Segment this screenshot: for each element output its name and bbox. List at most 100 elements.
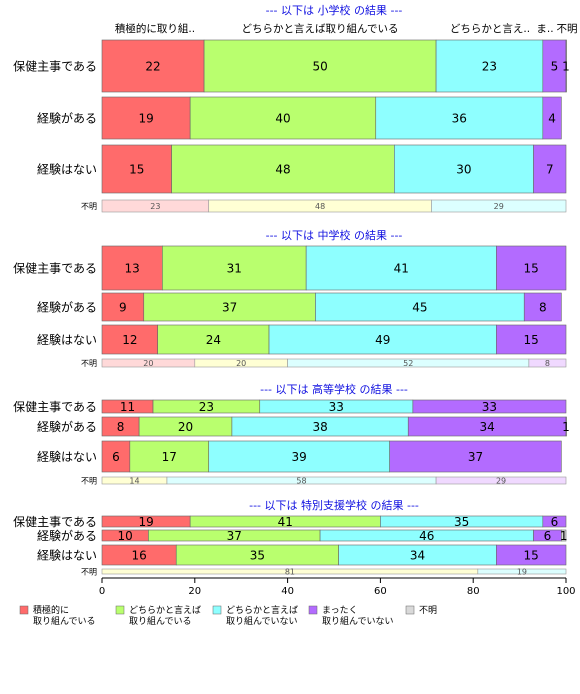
data-label: 37	[468, 450, 483, 464]
legend-item: どちらかと言えば取り組んでいる	[115, 604, 201, 627]
x-tick-label: 80	[467, 586, 480, 597]
bar-segment	[496, 544, 567, 566]
legend-label: 不明	[419, 605, 437, 616]
bar-segment	[565, 39, 567, 93]
legend-swatch	[19, 605, 29, 615]
data-label: 23	[150, 202, 160, 211]
legend-label: 取り組んでいる	[129, 615, 192, 627]
row-label: 不明	[81, 359, 97, 368]
data-label: 29	[494, 202, 504, 211]
data-label: 8	[545, 359, 550, 368]
data-label: 1	[562, 420, 570, 434]
bar-segment	[101, 440, 131, 473]
data-label: 31	[227, 262, 242, 276]
legend-swatch	[308, 605, 318, 615]
data-label: 46	[419, 529, 434, 543]
x-tick-label: 40	[281, 586, 294, 597]
bar-segment	[162, 245, 307, 291]
data-label: 13	[125, 262, 140, 276]
data-label: 22	[145, 60, 160, 74]
data-label: 34	[479, 420, 494, 434]
data-label: 20	[236, 359, 246, 368]
x-tick-label: 100	[556, 586, 575, 597]
data-label: 19	[517, 568, 527, 577]
bar-segment	[523, 292, 562, 322]
bar-segment	[561, 529, 567, 542]
data-label: 23	[482, 60, 497, 74]
bar-segment	[305, 245, 497, 291]
row-label: 保健主事である	[13, 262, 97, 276]
data-label: 24	[206, 333, 221, 347]
bar-segment	[101, 39, 205, 93]
data-label: 52	[403, 359, 413, 368]
data-label: 4	[548, 112, 556, 126]
data-label: 49	[375, 333, 390, 347]
data-label: 1	[562, 60, 570, 74]
data-label: 36	[452, 112, 467, 126]
row-label: 保健主事である	[13, 400, 97, 414]
data-label: 8	[539, 301, 547, 315]
column-header: どちらかと言え..	[450, 22, 530, 35]
data-label: 15	[129, 163, 144, 177]
row-label: 経験はない	[37, 332, 97, 347]
data-label: 38	[312, 420, 327, 434]
panel-3: --- 以下は 特別支援学校 の結果 --- 保健主事である 19 41 35 6 経験があ…	[13, 498, 567, 577]
data-label: 16	[131, 549, 146, 563]
legend-label: 取り組んでいない	[322, 615, 394, 627]
data-label: 41	[278, 515, 293, 529]
data-label: 48	[315, 202, 325, 211]
panel-0: --- 以下は 小学校 の結果 --- 保健主事である 22 50 23 5 1 経験がある 1…	[13, 3, 570, 213]
legend-label: 取り組んでいない	[226, 615, 298, 627]
data-label: 48	[275, 163, 290, 177]
row-label: 経験がある	[37, 111, 97, 126]
legend-swatch	[405, 605, 415, 615]
row-label: 経験がある	[37, 300, 97, 315]
panel-title: --- 以下は 小学校 の結果 ---	[266, 3, 403, 17]
legend-swatch	[115, 605, 125, 615]
legend-label: どちらかと言えば	[226, 604, 298, 616]
bar-segment	[412, 399, 567, 414]
bar-segment	[477, 568, 567, 575]
bar-segment	[431, 199, 567, 213]
bar-segment	[375, 96, 544, 140]
data-label: 37	[222, 301, 237, 315]
x-tick-label: 60	[374, 586, 387, 597]
data-label: 81	[285, 568, 295, 577]
panel-title: --- 以下は 高等学校 の結果 ---	[260, 382, 408, 396]
bar-segment	[268, 324, 497, 355]
row-label: 経験がある	[37, 528, 97, 543]
bar-segment	[435, 39, 544, 93]
data-label: 6	[551, 515, 559, 529]
data-label: 45	[412, 301, 427, 315]
bar-segment	[394, 144, 534, 194]
bar-segment	[101, 96, 191, 140]
data-label: 39	[292, 450, 307, 464]
bar-segment	[101, 292, 145, 322]
bar-segment	[203, 39, 437, 93]
data-label: 9	[119, 301, 127, 315]
column-header: 積極的に取り組..	[115, 22, 195, 35]
bar-segment	[435, 476, 567, 485]
bar-segment	[533, 144, 567, 194]
bar-segment	[171, 144, 395, 194]
bar-segment	[528, 358, 567, 368]
row-label: 保健主事である	[13, 60, 97, 74]
data-label: 33	[482, 400, 497, 414]
legend-label: どちらかと言えば	[129, 604, 201, 616]
data-label: 35	[454, 515, 469, 529]
legend-label: 積極的に	[33, 604, 69, 616]
legend-swatch	[212, 605, 222, 615]
bar-segment	[542, 96, 562, 140]
data-label: 15	[524, 549, 539, 563]
panel-1: --- 以下は 中学校 の結果 --- 保健主事である 13 31 41 15 経験がある 9…	[13, 228, 567, 368]
row-label: 経験がある	[37, 419, 97, 434]
column-header: 不明	[557, 23, 578, 35]
bar-segment	[496, 324, 567, 355]
panel-2: --- 以下は 高等学校 の結果 --- 保健主事である 11 23 33 33 経験がある…	[13, 382, 570, 486]
legend-label: 取り組んでいる	[33, 615, 96, 627]
data-label: 50	[312, 60, 327, 74]
data-label: 17	[162, 450, 177, 464]
